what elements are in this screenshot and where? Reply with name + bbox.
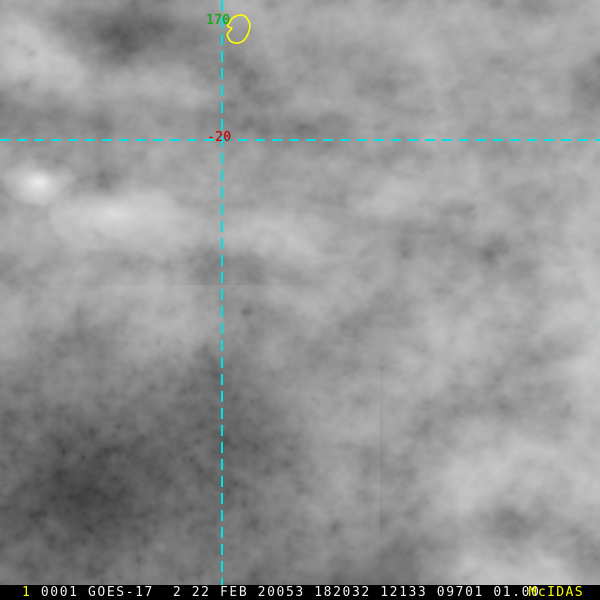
mcidas-label: McIDAS (528, 585, 584, 600)
crosshair-horizontal-line (0, 139, 600, 141)
status-bar: 1 0001 GOES-17 2 22 FEB 20053 182032 121… (0, 585, 600, 600)
status-info-text: 0001 GOES-17 2 22 FEB 20053 182032 12133… (31, 585, 541, 600)
cursor-temp-label: -20 (207, 130, 232, 145)
contour-value-label: 170 (206, 13, 231, 28)
crosshair-vertical-line (221, 0, 223, 585)
